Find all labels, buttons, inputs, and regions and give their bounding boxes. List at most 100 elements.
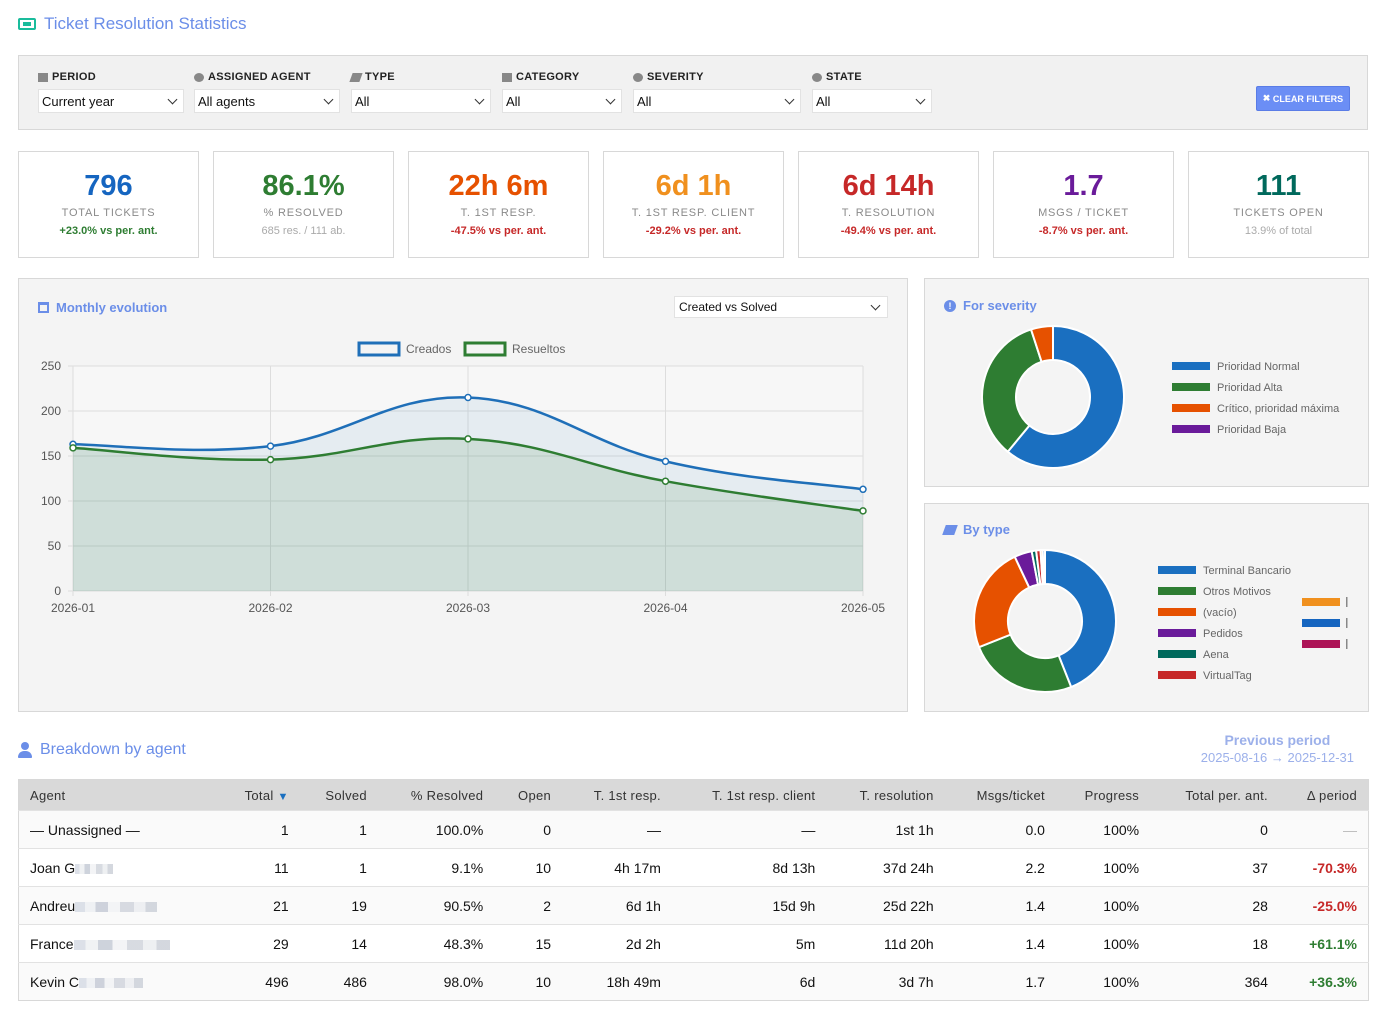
donut-slice[interactable] bbox=[1006, 324, 1125, 469]
tags-icon bbox=[349, 72, 363, 82]
legend-swatch[interactable] bbox=[1172, 383, 1210, 391]
legend-label[interactable]: Terminal Bancario bbox=[1203, 565, 1291, 577]
kpi-label: % RESOLVED bbox=[263, 207, 344, 219]
data-point[interactable] bbox=[464, 393, 472, 402]
kpi-value: 6d 14h bbox=[842, 170, 935, 202]
legend-label-truncated[interactable] bbox=[1346, 618, 1348, 628]
legend-swatch[interactable] bbox=[1158, 650, 1196, 658]
cell-agent: — Unassigned — bbox=[18, 810, 219, 849]
data-point[interactable] bbox=[859, 485, 867, 494]
legend-label-truncated[interactable] bbox=[1346, 597, 1348, 607]
kpi-value: 1.7 bbox=[1063, 170, 1104, 202]
donut-slice[interactable] bbox=[1044, 548, 1117, 689]
column-header[interactable]: T. resolution bbox=[826, 779, 945, 811]
legend-label[interactable]: VirtualTag bbox=[1203, 670, 1252, 682]
table-row[interactable]: — Unassigned —1 1 100.0% 0— —1st 1h 0.0 100% 0— bbox=[18, 810, 1369, 849]
donut-slice[interactable] bbox=[981, 328, 1043, 454]
redacted-name-blur bbox=[79, 977, 144, 988]
column-header[interactable]: T. 1st resp. client bbox=[671, 779, 827, 811]
legend-swatch[interactable] bbox=[1302, 619, 1340, 627]
clear-filters-button[interactable]: ✖ CLEAR FILTERS bbox=[1256, 86, 1350, 111]
filter-bar: PERIOD Current year ASSIGNED AGENT All a… bbox=[18, 55, 1368, 130]
legend-swatch[interactable] bbox=[1158, 671, 1196, 679]
legend-label[interactable]: Prioridad Alta bbox=[1217, 382, 1283, 394]
column-header[interactable]: Total per. ant. bbox=[1150, 779, 1279, 811]
kpi-card: 22h 6m T. 1ST RESP. -47.5% vs per. ant. bbox=[408, 151, 589, 258]
data-point[interactable] bbox=[266, 442, 275, 450]
table-row[interactable]: France 29 14 48.3% 15 2d 2h 5m 11d 20h 1.4 100% 18… bbox=[18, 924, 1369, 963]
legend-swatch[interactable] bbox=[463, 341, 507, 357]
data-point[interactable] bbox=[464, 435, 472, 443]
type-select[interactable]: All bbox=[351, 89, 491, 113]
data-point[interactable] bbox=[859, 507, 867, 515]
legend-swatch[interactable] bbox=[1158, 608, 1196, 616]
cell-total: 11 bbox=[218, 848, 300, 887]
data-point[interactable] bbox=[266, 455, 275, 464]
legend-swatch[interactable] bbox=[1172, 425, 1210, 433]
cell-prev: 37 bbox=[1150, 848, 1279, 887]
cell-t1: — bbox=[562, 810, 672, 849]
legend-label-truncated[interactable] bbox=[1346, 639, 1348, 649]
category-select-value: All bbox=[506, 93, 521, 109]
kpi-subtext: 685 res. / 111 ab. bbox=[261, 225, 346, 237]
agent-select[interactable]: All agents bbox=[194, 89, 340, 113]
kpi-label: MSGS / TICKET bbox=[1038, 207, 1129, 219]
legend-label[interactable]: Pedidos bbox=[1203, 628, 1243, 640]
chevron-down-icon bbox=[167, 94, 178, 105]
column-header[interactable]: Agent bbox=[18, 779, 219, 811]
cell-tres: 25d 22h bbox=[826, 886, 945, 925]
data-point[interactable] bbox=[661, 477, 670, 485]
cell-total: 496 bbox=[218, 962, 300, 1001]
filter-type: TYPE All bbox=[349, 70, 491, 113]
legend-swatch[interactable] bbox=[1302, 598, 1340, 606]
chart-mode-select[interactable]: Created vs Solved bbox=[674, 296, 888, 318]
data-point[interactable] bbox=[661, 457, 670, 466]
donut-slice[interactable] bbox=[977, 633, 1073, 693]
cell-agent: France bbox=[18, 924, 219, 963]
legend-swatch[interactable] bbox=[357, 341, 401, 357]
state-select[interactable]: All bbox=[812, 89, 932, 113]
category-select[interactable]: All bbox=[502, 89, 622, 113]
column-header[interactable]: Msgs/ticket bbox=[944, 779, 1056, 811]
legend-swatch[interactable] bbox=[1172, 404, 1210, 412]
legend-label[interactable]: Creados bbox=[406, 342, 451, 356]
legend-swatch[interactable] bbox=[1172, 362, 1210, 370]
legend-label[interactable]: Resueltos bbox=[512, 342, 565, 356]
legend-label[interactable]: (vacío) bbox=[1203, 607, 1237, 619]
legend-swatch[interactable] bbox=[1158, 629, 1196, 637]
column-header[interactable]: Progress bbox=[1055, 779, 1151, 811]
cell-agent: Kevin C bbox=[18, 962, 219, 1001]
column-header[interactable]: Open bbox=[494, 779, 563, 811]
donut-slice[interactable] bbox=[1041, 548, 1046, 586]
cell-total: 1 bbox=[218, 810, 300, 849]
table-row[interactable]: Andreu 21 19 90.5% 2 6d 1h 15d 9h 25d 22h 1.4 100… bbox=[18, 886, 1369, 925]
legend-label[interactable]: Aena bbox=[1203, 649, 1230, 661]
legend-swatch[interactable] bbox=[1302, 640, 1340, 648]
legend-label[interactable]: Crítico, prioridad máxima bbox=[1217, 403, 1340, 415]
cell-t1c: 15d 9h bbox=[671, 886, 827, 925]
legend-label[interactable]: Prioridad Baja bbox=[1217, 424, 1287, 436]
legend-label[interactable]: Otros Motivos bbox=[1203, 586, 1271, 598]
column-header[interactable]: T. 1st resp. bbox=[562, 779, 672, 811]
legend-swatch[interactable] bbox=[1158, 587, 1196, 595]
column-header[interactable]: Δ period bbox=[1278, 779, 1369, 811]
severity-select[interactable]: All bbox=[633, 89, 801, 113]
column-header[interactable]: Solved bbox=[299, 779, 378, 811]
table-row[interactable]: Joan G 11 1 9.1% 10 4h 17m 8d 13h 37d 24h 2.2 100… bbox=[18, 848, 1369, 887]
cell-msgs: 2.2 bbox=[944, 848, 1056, 887]
kpi-subtext: 13.9% of total bbox=[1244, 225, 1313, 237]
legend-swatch[interactable] bbox=[1158, 566, 1196, 574]
filter-period: PERIOD Current year bbox=[38, 70, 184, 113]
donut-slice[interactable] bbox=[1029, 324, 1054, 364]
page-title: Ticket Resolution Statistics bbox=[18, 14, 247, 34]
column-header[interactable]: Total ▼ bbox=[218, 779, 300, 811]
table-row[interactable]: Kevin C 496 486 98.0% 10 18h 49m 6d 3d 7h 1.7 100… bbox=[18, 962, 1369, 1001]
period-select[interactable]: Current year bbox=[38, 89, 184, 113]
column-header[interactable]: % Resolved bbox=[377, 779, 495, 811]
data-point[interactable] bbox=[69, 444, 77, 452]
legend-label[interactable]: Prioridad Normal bbox=[1217, 361, 1300, 373]
cell-open: 2 bbox=[494, 886, 563, 925]
calendar-icon bbox=[38, 72, 48, 82]
chart-mode-select-value: Created vs Solved bbox=[679, 300, 778, 314]
cell-open: 10 bbox=[494, 848, 563, 887]
